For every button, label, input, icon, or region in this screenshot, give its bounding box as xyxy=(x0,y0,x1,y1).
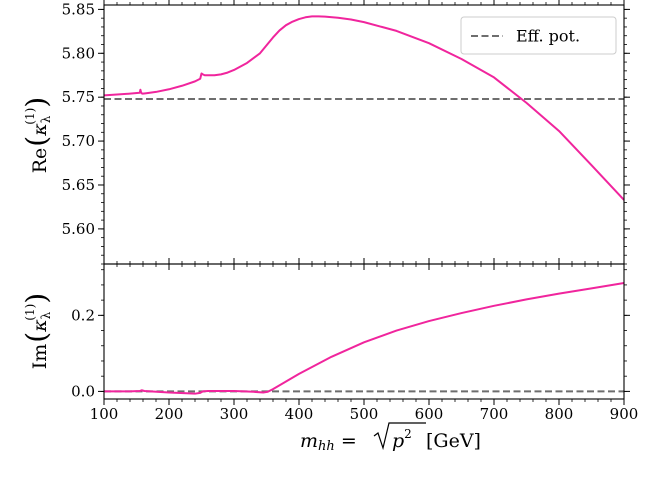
x-tick-label: 700 xyxy=(480,405,509,423)
x-tick-label: 500 xyxy=(350,405,379,423)
bottom-plot-frame xyxy=(103,263,625,400)
bottom-y-ticks: 0.0 0.2 xyxy=(71,269,630,400)
y-tick-label: 5.80 xyxy=(62,44,95,62)
bottom-x-ticks: 100 200 300 400 500 600 700 800 900 xyxy=(90,258,639,423)
legend-label-eff-pot: Eff. pot. xyxy=(516,27,580,46)
x-tick-label: 900 xyxy=(610,405,639,423)
x-tick-label: 200 xyxy=(155,405,184,423)
top-panel: 5.60 5.65 5.70 5.75 5.80 5.85 Eff. pot. Re(κλ… xyxy=(20,0,630,270)
series-line-kappa xyxy=(104,282,625,395)
y-tick-label: 5.70 xyxy=(62,132,95,150)
series-line-kappa xyxy=(103,15,625,201)
y-tick-label: 5.60 xyxy=(62,220,95,238)
top-series xyxy=(103,15,625,201)
svg-text:p2: p2 xyxy=(392,427,412,452)
x-tick-label: 100 xyxy=(90,405,119,423)
x-tick-label: 600 xyxy=(415,405,444,423)
y-tick-label: 5.75 xyxy=(62,88,95,106)
y-tick-label: 5.85 xyxy=(62,0,95,18)
bottom-y-axis-label: Im(κλ(1)) xyxy=(20,293,53,369)
x-tick-label: 400 xyxy=(285,405,314,423)
bottom-panel: 0.0 0.2 100 200 300 400 500 600 700 800 900 Im(κλ… xyxy=(20,258,638,423)
sqrt-symbol xyxy=(373,422,426,451)
x-axis-label: mhh = p2 [GeV] xyxy=(300,422,481,454)
x-tick-label: 800 xyxy=(545,405,574,423)
x-tick-label: 300 xyxy=(220,405,249,423)
y-tick-label: 0.0 xyxy=(71,382,95,400)
legend: Eff. pot. xyxy=(460,16,617,55)
svg-text:[GeV]: [GeV] xyxy=(426,430,481,452)
top-y-axis-label: Re(κλ(1)) xyxy=(20,97,53,174)
y-tick-label: 0.2 xyxy=(71,306,95,324)
legend-box xyxy=(460,16,617,55)
top-y-ticks: 5.60 5.65 5.70 5.75 5.80 5.85 xyxy=(62,0,630,265)
y-tick-label: 5.65 xyxy=(62,176,95,194)
bottom-series xyxy=(104,282,625,395)
svg-text:mhh =: mhh = xyxy=(300,430,357,454)
